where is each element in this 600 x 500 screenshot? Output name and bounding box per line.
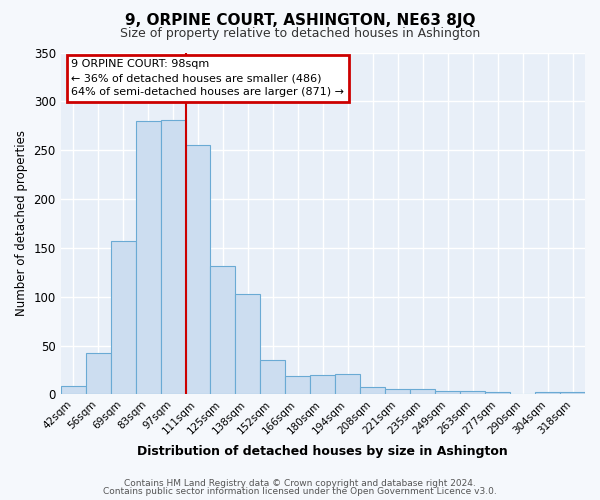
Bar (535, 392, 560, 394)
Bar (185, 146, 211, 394)
Bar (211, 266, 235, 394)
Bar (410, 388, 435, 394)
Bar (435, 390, 460, 394)
Text: Contains HM Land Registry data © Crown copyright and database right 2024.: Contains HM Land Registry data © Crown c… (124, 478, 476, 488)
Bar (260, 360, 286, 394)
Text: Size of property relative to detached houses in Ashington: Size of property relative to detached ho… (120, 28, 480, 40)
Text: 9, ORPINE COURT, ASHINGTON, NE63 8JQ: 9, ORPINE COURT, ASHINGTON, NE63 8JQ (125, 12, 475, 28)
Bar (286, 376, 310, 394)
Bar (560, 392, 585, 394)
X-axis label: Distribution of detached houses by size in Ashington: Distribution of detached houses by size … (137, 444, 508, 458)
Bar (485, 392, 510, 394)
Bar (335, 374, 360, 394)
Bar (110, 241, 136, 394)
Bar (61, 386, 86, 394)
Bar (86, 354, 110, 395)
Bar (136, 121, 161, 394)
Y-axis label: Number of detached properties: Number of detached properties (15, 130, 28, 316)
Text: 9 ORPINE COURT: 98sqm
← 36% of detached houses are smaller (486)
64% of semi-det: 9 ORPINE COURT: 98sqm ← 36% of detached … (71, 60, 344, 98)
Bar (360, 386, 385, 394)
Bar (460, 390, 485, 394)
Bar (161, 120, 185, 394)
Bar (310, 375, 335, 394)
Bar (235, 294, 260, 394)
Text: Contains public sector information licensed under the Open Government Licence v3: Contains public sector information licen… (103, 487, 497, 496)
Bar (385, 388, 410, 394)
